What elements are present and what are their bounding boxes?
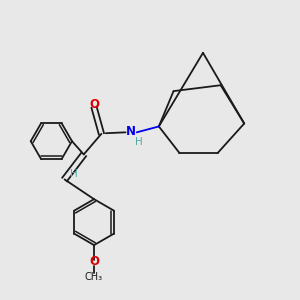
Text: O: O	[89, 254, 99, 268]
Text: CH₃: CH₃	[85, 272, 103, 282]
Text: H: H	[70, 169, 78, 179]
Text: H: H	[135, 137, 143, 147]
Text: N: N	[126, 125, 136, 138]
Text: O: O	[89, 98, 99, 111]
